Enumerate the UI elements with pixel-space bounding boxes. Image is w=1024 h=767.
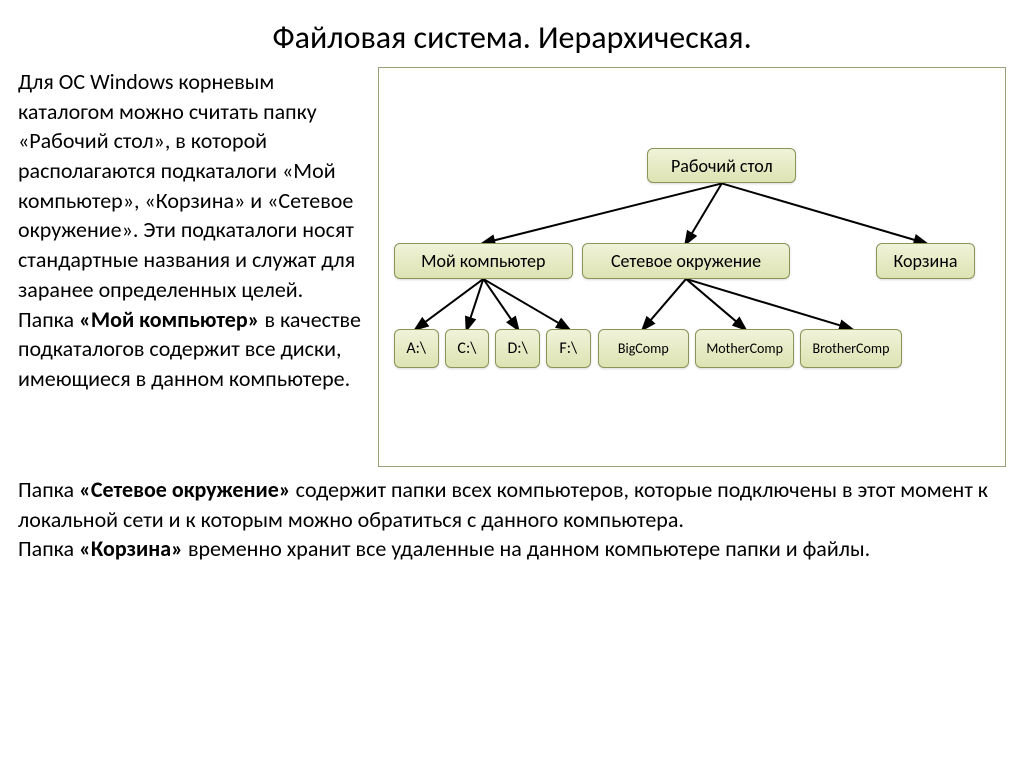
hierarchy-diagram: Рабочий стол Мой компьютерСетевое окружен… (378, 67, 1006, 467)
p3-post: временно хранит все удаленные на данном … (183, 535, 870, 562)
paragraph-3: Папка «Корзина» временно хранит все удал… (18, 534, 1006, 564)
p2-bold: «Сетевое окружение» (79, 476, 291, 503)
p1-bold: «Мой компьютер» (79, 306, 259, 333)
tree-node-a: A:\ (394, 329, 439, 369)
tree-node-mother: MotherComp (695, 329, 794, 369)
p1-pre: Для ОС Windows корневым каталогом можно … (18, 68, 355, 333)
p3-pre: Папка (18, 535, 79, 562)
p3-bold: «Корзина» (79, 535, 183, 562)
paragraph-1: Для ОС Windows корневым каталогом можно … (18, 67, 378, 467)
tree-node-network: Сетевое окружение (582, 243, 791, 279)
tree-node-mycomp: Мой компьютер (394, 243, 573, 279)
p2-pre: Папка (18, 476, 79, 503)
tree-node-brother: BrotherComp (800, 329, 901, 369)
tree-node-c: C:\ (445, 329, 490, 369)
tree-node-trash: Корзина (876, 243, 975, 279)
page-title: Файловая система. Иерархическая. (0, 0, 1024, 67)
tree-node-big: BigComp (598, 329, 689, 369)
tree-node-root: Рабочий стол (647, 148, 796, 184)
tree-node-d: D:\ (495, 329, 540, 369)
tree-node-f: F:\ (546, 329, 591, 369)
paragraph-2: Папка «Сетевое окружение» содержит папки… (18, 475, 1006, 534)
